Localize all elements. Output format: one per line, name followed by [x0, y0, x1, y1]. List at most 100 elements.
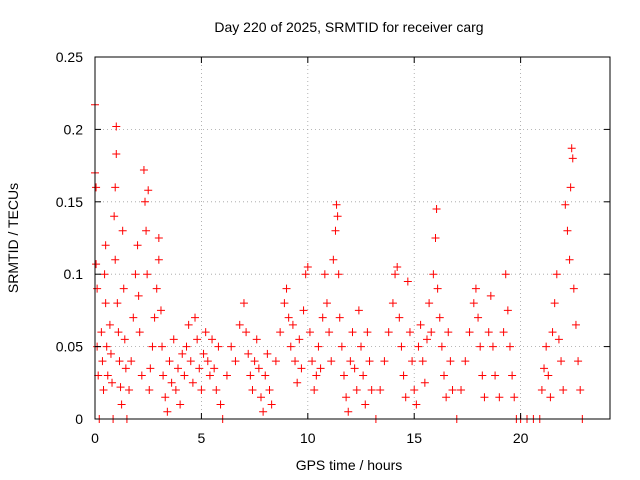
data-point — [339, 371, 348, 380]
data-point — [254, 364, 263, 373]
data-point — [388, 299, 397, 308]
data-point — [227, 342, 236, 351]
data-point — [143, 270, 152, 279]
data-point — [148, 342, 157, 351]
y-tick-label: 0.05 — [56, 339, 83, 355]
data-point — [359, 371, 368, 380]
data-point — [142, 226, 151, 235]
data-point — [231, 357, 240, 366]
data-point — [291, 357, 300, 366]
data-point — [116, 383, 125, 392]
data-point — [510, 393, 519, 402]
data-point — [146, 364, 155, 373]
data-point — [286, 342, 295, 351]
data-point — [332, 200, 341, 209]
data-point — [348, 328, 357, 337]
data-point — [346, 357, 355, 366]
data-point — [416, 320, 425, 329]
data-point — [133, 241, 142, 250]
data-point — [563, 226, 572, 235]
data-point — [316, 364, 325, 373]
data-point — [480, 393, 489, 402]
data-points — [91, 100, 587, 423]
data-point — [288, 320, 297, 329]
x-tick-label: 0 — [91, 430, 99, 446]
data-point — [542, 342, 551, 351]
data-point — [203, 357, 212, 366]
data-point — [397, 342, 406, 351]
data-point — [342, 393, 351, 402]
data-point — [120, 335, 129, 344]
data-point — [167, 378, 176, 387]
data-point — [367, 386, 376, 395]
data-point — [199, 349, 208, 358]
data-point — [435, 313, 444, 322]
data-point — [276, 328, 285, 337]
data-point — [235, 320, 244, 329]
data-point — [322, 299, 331, 308]
x-tick-label: 15 — [406, 430, 422, 446]
data-point — [98, 357, 107, 366]
data-point — [446, 357, 455, 366]
data-point — [252, 335, 261, 344]
data-point — [403, 277, 412, 286]
data-point — [344, 407, 353, 416]
data-point — [333, 212, 342, 221]
data-point — [171, 386, 180, 395]
data-point — [567, 144, 576, 153]
data-point — [154, 255, 163, 264]
data-point — [552, 270, 561, 279]
y-tick-label: 0.1 — [64, 266, 84, 282]
data-point — [503, 306, 512, 315]
data-point — [337, 342, 346, 351]
data-point — [457, 386, 466, 395]
data-point — [550, 299, 559, 308]
data-point — [395, 313, 404, 322]
data-point — [112, 150, 121, 159]
data-point — [135, 328, 144, 337]
data-point — [303, 262, 312, 271]
data-point — [106, 349, 115, 358]
data-point — [571, 320, 580, 329]
data-point — [105, 320, 114, 329]
y-tick-label: 0.25 — [56, 49, 83, 65]
data-point — [94, 371, 103, 380]
data-point — [501, 270, 510, 279]
data-point — [284, 313, 293, 322]
data-point — [488, 342, 497, 351]
data-point — [495, 393, 504, 402]
data-point — [111, 183, 120, 192]
data-point — [114, 328, 123, 337]
data-point — [193, 335, 202, 344]
data-point — [197, 386, 206, 395]
data-point — [412, 400, 421, 409]
data-point — [537, 386, 546, 395]
data-point — [139, 165, 148, 174]
data-point — [414, 342, 423, 351]
data-point — [208, 335, 217, 344]
data-point — [444, 328, 453, 337]
data-point — [565, 255, 574, 264]
data-point — [299, 306, 308, 315]
data-point — [491, 371, 500, 380]
data-point — [499, 328, 508, 337]
data-point — [248, 386, 257, 395]
data-point — [271, 357, 280, 366]
data-point — [154, 234, 163, 242]
data-point — [180, 371, 189, 380]
data-point — [354, 306, 363, 315]
data-point — [305, 328, 314, 337]
data-point — [469, 299, 478, 308]
data-point — [195, 364, 204, 373]
data-point — [474, 313, 483, 322]
data-point — [102, 342, 111, 351]
data-point — [282, 284, 291, 293]
axis-ticks — [94, 56, 610, 420]
data-point — [376, 386, 385, 395]
data-point — [212, 386, 221, 395]
data-point — [100, 270, 109, 279]
data-point — [391, 270, 400, 279]
data-point — [401, 393, 410, 402]
data-point — [250, 357, 259, 366]
data-point — [546, 393, 555, 402]
